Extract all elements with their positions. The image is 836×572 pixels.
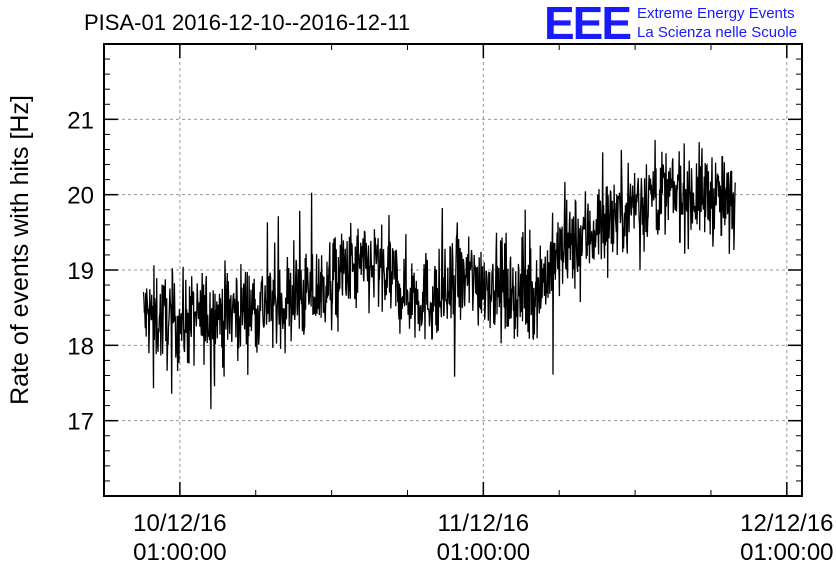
- y-tick-label: 20: [67, 183, 94, 210]
- y-tick-label: 19: [67, 258, 94, 285]
- eee-logo: EEE: [544, 0, 632, 49]
- logo-caption-line1: Extreme Energy Events: [637, 5, 795, 22]
- axis-ticks: [103, 43, 802, 497]
- logo-caption: Extreme Energy Events La Scienza nelle S…: [637, 4, 797, 42]
- x-tick-label-time: 01:00:00: [740, 539, 833, 566]
- x-tick-label-date: 10/12/16: [133, 510, 226, 537]
- x-tick-label-date: 12/12/16: [740, 510, 833, 537]
- y-tick-label: 21: [67, 107, 94, 134]
- series-line-rate: [142, 139, 736, 410]
- y-tick-label: 18: [67, 333, 94, 360]
- chart-title: PISA-01 2016-12-10--2016-12-11: [84, 10, 411, 35]
- y-axis-label: Rate of events with hits [Hz]: [6, 95, 34, 405]
- axis-tick-labels: 171819202110/12/1601:00:0011/12/1601:00:…: [67, 107, 833, 566]
- x-tick-label-time: 01:00:00: [133, 539, 226, 566]
- y-tick-label: 17: [67, 409, 94, 436]
- x-tick-label-time: 01:00:00: [437, 539, 530, 566]
- logo-caption-line2: La Scienza nelle Scuole: [637, 24, 798, 41]
- x-tick-label-date: 11/12/16: [438, 510, 530, 537]
